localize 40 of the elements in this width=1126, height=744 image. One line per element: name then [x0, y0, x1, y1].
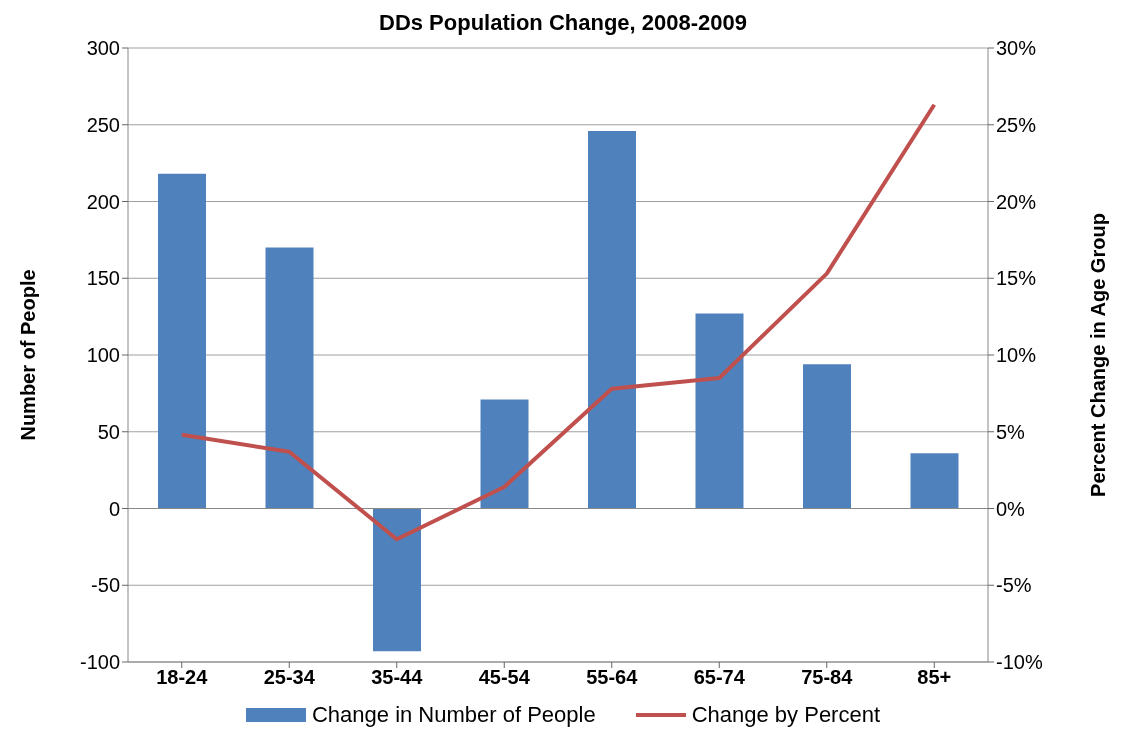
bar	[803, 364, 851, 509]
x-tick-label: 35-44	[371, 666, 424, 689]
x-tick-label: 75-84	[801, 666, 854, 689]
x-tick-label: 18-24	[156, 666, 209, 689]
bar	[373, 508, 421, 652]
x-tick-label: 85+	[917, 666, 952, 689]
y2-tick-label: 10%	[996, 344, 1037, 367]
y-tick-label: 100	[86, 344, 120, 367]
bar	[695, 313, 744, 509]
y2-tick-label: 0%	[996, 497, 1026, 520]
y2-tick-label: 5%	[996, 420, 1026, 443]
bar	[910, 453, 959, 509]
y2-tick-label: 30%	[996, 37, 1037, 60]
y-tick-label: 250	[86, 113, 120, 136]
bar	[480, 399, 529, 509]
y2-tick-label: 25%	[996, 113, 1037, 136]
legend-label: Change in Number of People	[311, 702, 596, 728]
y2-tick-label: -5%	[996, 574, 1032, 597]
line-series	[179, 102, 937, 542]
y-tick-label: 50	[97, 420, 120, 443]
y-tick-label: 150	[86, 267, 120, 290]
x-tick-label: 65-74	[693, 666, 746, 689]
bar	[265, 247, 314, 509]
bar	[588, 130, 636, 509]
legend-label: Change by Percent	[691, 702, 881, 728]
x-tick-label: 55-64	[586, 666, 639, 689]
x-tick-label: 25-34	[263, 666, 316, 689]
y-tick-label: 200	[86, 190, 120, 213]
y2-tick-label: -10%	[996, 651, 1043, 674]
x-tick-label: 45-54	[478, 666, 531, 689]
chart-title: DDs Population Change, 2008-2009	[378, 9, 748, 37]
bar	[158, 173, 206, 509]
y-tick-label: 0	[108, 497, 120, 520]
y-axis-title: Number of People	[17, 269, 40, 441]
y-tick-label: -50	[91, 574, 120, 597]
y2-tick-label: 20%	[996, 190, 1037, 213]
y2-tick-label: 15%	[996, 267, 1037, 290]
y2-axis-title: Percent Change in Age Group	[1087, 213, 1110, 497]
y-tick-label: -100	[79, 651, 120, 674]
y-tick-label: 300	[86, 37, 120, 60]
